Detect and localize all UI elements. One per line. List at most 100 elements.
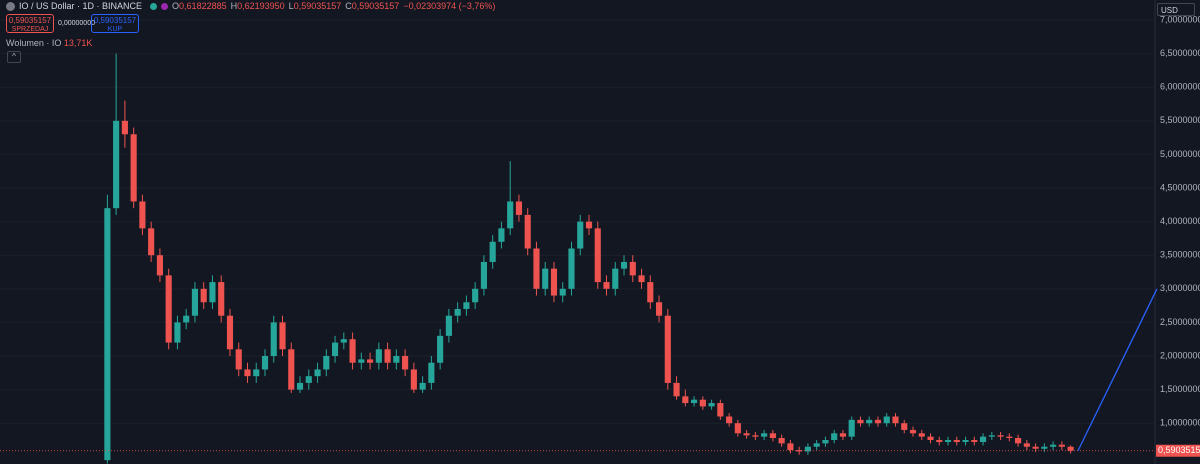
candle-body — [691, 399, 698, 404]
candle-body — [550, 268, 558, 296]
candle-body — [358, 359, 365, 363]
candle-body — [874, 419, 882, 424]
candle-body — [664, 315, 671, 383]
candle-body — [734, 423, 741, 434]
candle-body — [909, 429, 917, 434]
candle-body — [1023, 443, 1030, 447]
candle-body — [1058, 444, 1065, 447]
candle-body — [822, 440, 829, 444]
candle-body — [1041, 446, 1048, 449]
candle-body — [261, 356, 269, 370]
candle-body — [577, 221, 584, 249]
candle-body — [524, 214, 531, 249]
symbol-icon — [6, 1, 15, 11]
candle-body — [340, 339, 347, 343]
last-price-label: 0,59035157 — [1158, 445, 1200, 455]
last-price-box — [1156, 444, 1200, 457]
symbol[interactable]: IO / US Dollar · 1D · BINANCE — [19, 1, 143, 11]
candle-body — [489, 241, 496, 262]
candle-body — [480, 261, 487, 289]
candle-body — [559, 288, 566, 296]
candle-body — [585, 221, 593, 229]
ohlc-value: 0,62193950 — [237, 1, 285, 11]
candle-body — [200, 288, 207, 303]
candle-body — [174, 322, 181, 343]
ohlc-key: L — [288, 1, 294, 11]
candle-body — [445, 315, 452, 336]
candle-body — [647, 282, 654, 303]
candle-body — [655, 302, 663, 316]
candle-body — [971, 440, 978, 443]
candle-body — [629, 261, 636, 276]
candle-body — [752, 435, 759, 437]
candle-body — [498, 228, 505, 242]
candle-body — [761, 433, 768, 437]
candle-body — [638, 275, 645, 283]
candle-body — [410, 369, 417, 390]
candle-body — [743, 433, 750, 436]
candle-body — [1050, 444, 1057, 447]
candle-body — [235, 349, 242, 370]
ohlc-key: H — [230, 1, 238, 11]
candle-body — [314, 369, 321, 377]
candle-body — [848, 419, 855, 437]
candle-body — [699, 399, 706, 407]
candle-body — [384, 349, 391, 363]
candle-body — [1006, 436, 1013, 438]
collapse-button[interactable]: ^ — [7, 51, 21, 63]
spread: 0,00000000 — [58, 20, 95, 27]
candle-body — [927, 436, 934, 441]
candle-body — [988, 435, 995, 437]
candle-body — [428, 362, 435, 383]
candle-body — [323, 356, 330, 370]
candle-body — [866, 419, 873, 424]
candle-body — [156, 255, 163, 276]
candle-body — [226, 315, 234, 350]
candle-body — [936, 440, 943, 443]
candle-body — [953, 440, 960, 443]
sell-button[interactable]: 0,59035157 SPRZEDAJ — [6, 14, 54, 33]
sell-price: 0,59035157 — [8, 16, 52, 25]
candle-body — [944, 440, 952, 443]
candle-body — [507, 201, 514, 229]
y-tick-label: 4,500000000 — [1160, 182, 1200, 192]
currency[interactable]: USD — [1157, 3, 1195, 16]
candle-body — [437, 335, 444, 363]
buy-button[interactable]: 0,59035157 KUP — [91, 14, 139, 33]
volume-label: Wolumen · IO — [6, 38, 62, 48]
buy-price: 0,59035157 — [93, 16, 137, 25]
candle-body — [472, 288, 479, 303]
y-tick-label: 1,500000000 — [1160, 384, 1200, 394]
candle-body — [244, 369, 251, 377]
candle-body — [183, 315, 190, 323]
candle-body — [419, 382, 426, 390]
ohlc-key: O — [172, 1, 180, 11]
candle-body — [831, 433, 838, 441]
y-tick-label: 6,500000000 — [1160, 48, 1200, 58]
candle-body — [121, 120, 128, 135]
candle-body — [717, 403, 724, 417]
volume-legend: Wolumen · IO 13,71K — [6, 38, 92, 48]
candle-body — [209, 282, 216, 303]
candle-body — [612, 268, 619, 289]
y-tick-label: 2,500000000 — [1160, 317, 1200, 327]
candle-body — [349, 339, 356, 363]
candle-body — [620, 261, 628, 269]
y-tick-label: 3,500000000 — [1160, 250, 1200, 260]
candle-body — [892, 416, 899, 424]
candle-body — [139, 201, 146, 229]
candle-body — [367, 359, 374, 363]
volume-value: 13,71K — [63, 38, 93, 48]
candle-body — [104, 208, 111, 461]
candle-body — [769, 433, 776, 438]
candle-body — [603, 282, 610, 289]
candle-body — [515, 201, 523, 215]
candle-body — [454, 308, 461, 316]
candle-body — [402, 356, 409, 370]
